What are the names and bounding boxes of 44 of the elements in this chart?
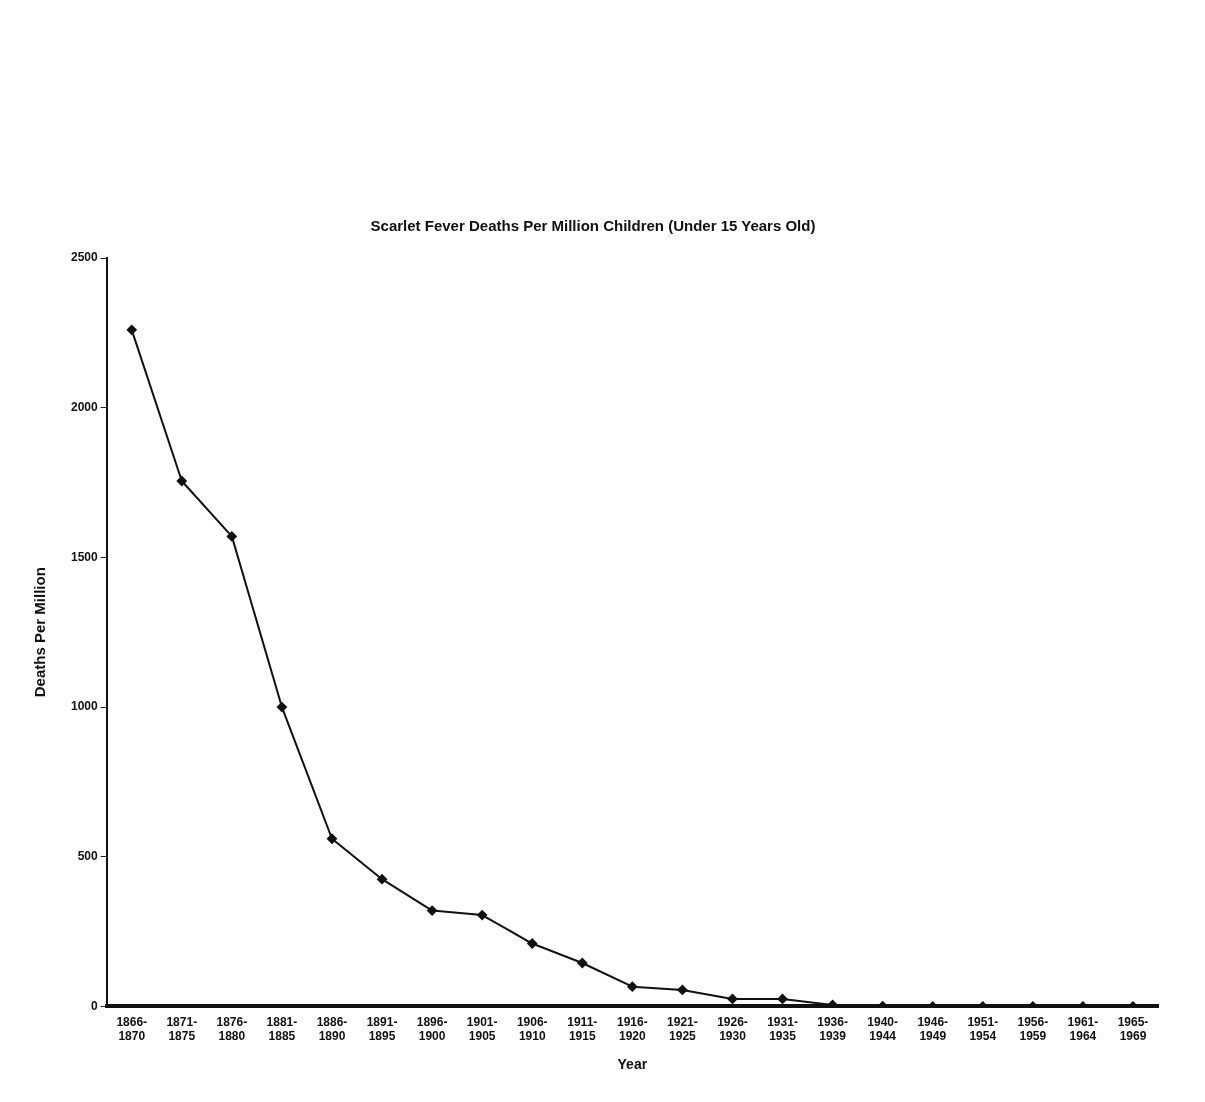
x-tick-label: 1940-1944 [867,1014,899,1044]
x-tick-label: 1946-1949 [917,1014,949,1044]
x-tick-label: 1916-1920 [617,1014,648,1044]
point [226,531,237,542]
y-tick-label: 2500 [70,250,99,265]
point [427,905,438,916]
point [677,984,688,995]
point [777,993,788,1004]
point [377,874,388,885]
x-tick-label: 1921-1925 [667,1014,698,1044]
x-tick-label: 1936-1939 [817,1014,848,1044]
y-tick-label: 1000 [70,699,99,714]
point [326,833,337,844]
chart-title: Scarlet Fever Deaths Per Million Children (Under 15 Years Old) [370,217,816,235]
y-tick-label: 500 [77,849,99,864]
y-tick-label: 2000 [70,399,99,414]
x-tick-label: 1896-1900 [416,1014,448,1044]
point [126,324,137,335]
x-tick-label: 1965-1969 [1117,1014,1149,1044]
x-tick-label: 1906-1910 [516,1014,548,1044]
x-tick-label: 1871-1875 [166,1014,198,1044]
point [577,957,588,968]
x-tick-label: 1931-1935 [767,1014,798,1044]
x-axis-title: Year [617,1056,648,1073]
point [627,981,638,992]
point [527,938,538,949]
x-tick-label: 1886-1890 [316,1014,348,1044]
point [276,702,287,713]
x-tick-label: 1881-1885 [266,1014,298,1044]
point [727,993,738,1004]
x-tick-label: 1876-1880 [216,1014,248,1044]
x-tick-label: 1961-1964 [1067,1014,1099,1044]
y-tick-label: 0 [91,998,99,1013]
x-tick-label: 1866-1870 [116,1014,148,1044]
x-tick-label: 1926-1930 [717,1014,748,1044]
x-tick-label: 1891-1895 [366,1014,398,1044]
x-tick-label: 1956-1959 [1017,1014,1049,1044]
point [176,476,187,487]
x-tick-label: 1911-1915 [567,1014,598,1044]
x-tick-label: 1901-1905 [466,1014,498,1044]
y-axis-title: Deaths Per Million [31,567,49,698]
y-tick-label: 1500 [70,549,99,564]
point [477,910,488,921]
x-tick-label: 1951-1954 [967,1014,999,1044]
